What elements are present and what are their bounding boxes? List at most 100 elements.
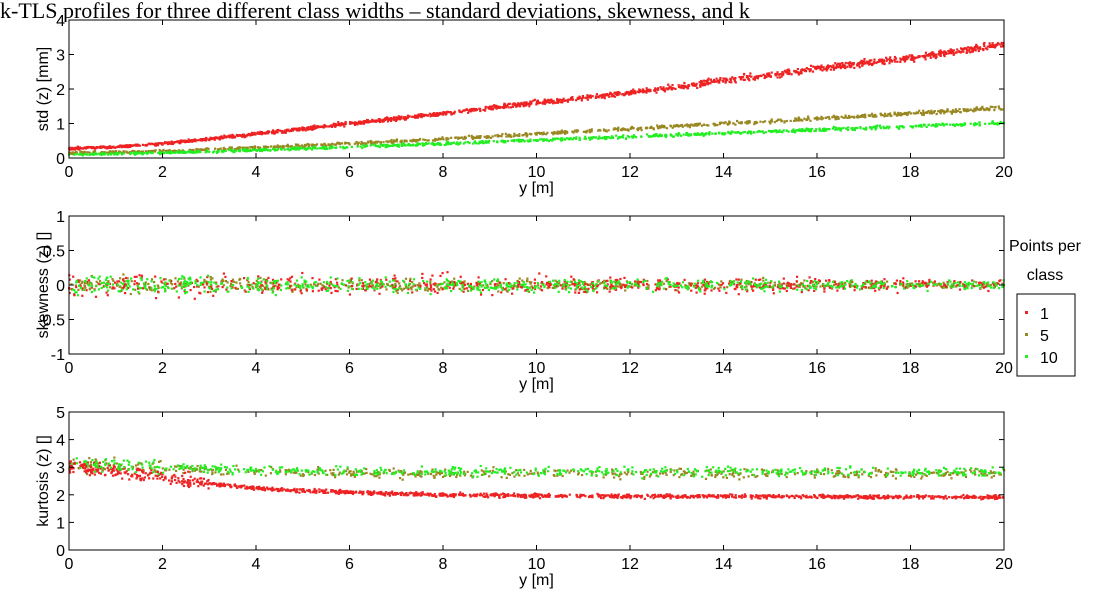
- data-point: [984, 285, 987, 288]
- data-point: [546, 287, 549, 290]
- data-point: [867, 286, 871, 289]
- data-point: [702, 279, 705, 282]
- data-point: [867, 63, 871, 66]
- data-point: [921, 55, 925, 58]
- data-point: [547, 282, 551, 285]
- data-point: [349, 122, 352, 125]
- data-point: [344, 147, 347, 150]
- data-point: [330, 124, 333, 127]
- data-point: [141, 153, 144, 156]
- data-point: [776, 76, 779, 79]
- data-point: [453, 110, 456, 113]
- data-point: [587, 136, 591, 139]
- data-point: [753, 131, 756, 134]
- data-point: [389, 118, 392, 121]
- data-point: [216, 148, 220, 151]
- data-point: [266, 280, 269, 283]
- data-point: [253, 147, 256, 150]
- data-point: [722, 77, 725, 80]
- data-point: [899, 281, 902, 284]
- data-point: [336, 290, 339, 293]
- data-point: [658, 282, 661, 285]
- data-point: [677, 125, 680, 128]
- data-point: [266, 287, 269, 290]
- data-point: [92, 150, 95, 153]
- data-point: [506, 103, 509, 106]
- data-point: [283, 148, 286, 151]
- data-point: [616, 285, 620, 288]
- data-point: [841, 62, 844, 65]
- data-point: [161, 142, 164, 145]
- data-point: [683, 84, 686, 87]
- data-point: [929, 54, 932, 57]
- data-point: [570, 96, 573, 100]
- data-point: [782, 277, 785, 280]
- data-point: [69, 148, 72, 151]
- data-point: [643, 279, 646, 282]
- data-point: [311, 127, 314, 130]
- data-point: [109, 286, 112, 289]
- data-point: [164, 290, 167, 293]
- data-point: [246, 283, 249, 286]
- data-point: [991, 105, 994, 109]
- data-point: [93, 146, 97, 149]
- data-point: [167, 151, 170, 154]
- data-point: [631, 136, 634, 139]
- data-point: [695, 82, 698, 85]
- data-point: [927, 282, 930, 285]
- data-point: [301, 147, 304, 150]
- data-point: [529, 140, 532, 143]
- data-point: [426, 289, 429, 292]
- data-point: [832, 280, 835, 283]
- data-point: [249, 146, 252, 149]
- data-point: [747, 121, 750, 124]
- data-point: [836, 289, 839, 292]
- data-point: [116, 280, 119, 283]
- data-point: [133, 275, 136, 278]
- data-point: [439, 274, 442, 277]
- data-point: [676, 133, 679, 136]
- data-point: [912, 58, 915, 61]
- data-point: [995, 122, 998, 125]
- data-point: [100, 153, 103, 157]
- data-point: [141, 287, 145, 290]
- data-point: [852, 128, 855, 131]
- data-point: [371, 143, 375, 146]
- data-point: [459, 110, 462, 113]
- data-point: [763, 74, 767, 77]
- data-point: [815, 285, 818, 288]
- data-point: [871, 112, 874, 115]
- data-point: [434, 284, 437, 287]
- data-point: [260, 132, 263, 135]
- data-point: [898, 125, 901, 128]
- data-point: [362, 144, 365, 147]
- data-point: [788, 283, 791, 286]
- data-point: [676, 123, 679, 127]
- data-point: [700, 282, 703, 285]
- data-point: [778, 130, 781, 133]
- data-point: [359, 145, 362, 148]
- data-point: [417, 286, 420, 289]
- data-point: [587, 287, 590, 290]
- data-point: [825, 128, 828, 131]
- data-point: [522, 105, 525, 108]
- data-point: [453, 277, 456, 280]
- data-point: [914, 280, 917, 283]
- data-point: [1000, 41, 1003, 44]
- data-point: [718, 289, 721, 292]
- data-point: [360, 140, 363, 144]
- data-point: [516, 285, 520, 288]
- data-point: [382, 144, 385, 147]
- data-point: [536, 139, 539, 142]
- data-point: [585, 282, 588, 285]
- data-point: [395, 118, 398, 121]
- data-point: [688, 124, 691, 127]
- data-point: [793, 287, 796, 290]
- data-point: [429, 280, 432, 283]
- data-point: [243, 289, 246, 292]
- data-point: [400, 115, 403, 118]
- data-point: [139, 277, 142, 280]
- data-point: [193, 297, 196, 300]
- data-point: [993, 46, 996, 49]
- data-point: [834, 126, 837, 129]
